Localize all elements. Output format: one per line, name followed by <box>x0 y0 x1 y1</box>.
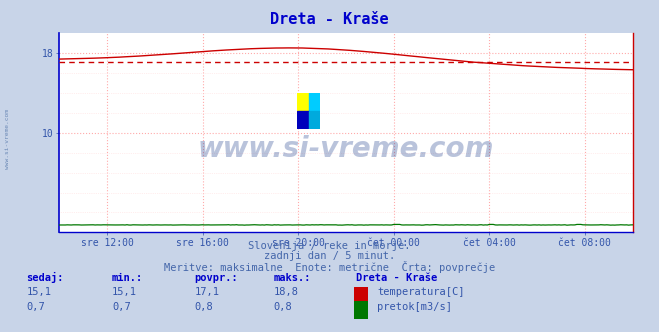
Text: 18,8: 18,8 <box>273 288 299 297</box>
Bar <box>308 111 320 129</box>
Bar <box>297 111 308 129</box>
Bar <box>297 93 308 111</box>
Text: Dreta - Kraše: Dreta - Kraše <box>270 12 389 27</box>
Text: pretok[m3/s]: pretok[m3/s] <box>377 302 452 312</box>
Text: Dreta - Kraše: Dreta - Kraše <box>356 273 437 283</box>
Text: temperatura[C]: temperatura[C] <box>377 288 465 297</box>
Text: 17,1: 17,1 <box>194 288 219 297</box>
Text: maks.:: maks.: <box>273 273 311 283</box>
Text: Slovenija / reke in morje.: Slovenija / reke in morje. <box>248 241 411 251</box>
Text: www.si-vreme.com: www.si-vreme.com <box>5 110 11 169</box>
Text: 15,1: 15,1 <box>112 288 137 297</box>
Text: www.si-vreme.com: www.si-vreme.com <box>198 135 494 163</box>
Text: 0,8: 0,8 <box>273 302 292 312</box>
Bar <box>308 93 320 111</box>
Text: zadnji dan / 5 minut.: zadnji dan / 5 minut. <box>264 251 395 261</box>
Text: min.:: min.: <box>112 273 143 283</box>
Text: Meritve: maksimalne  Enote: metrične  Črta: povprečje: Meritve: maksimalne Enote: metrične Črta… <box>164 261 495 273</box>
Text: 0,7: 0,7 <box>26 302 45 312</box>
Text: sedaj:: sedaj: <box>26 272 64 283</box>
Text: 0,8: 0,8 <box>194 302 213 312</box>
Text: povpr.:: povpr.: <box>194 273 238 283</box>
Text: 0,7: 0,7 <box>112 302 130 312</box>
Text: 15,1: 15,1 <box>26 288 51 297</box>
